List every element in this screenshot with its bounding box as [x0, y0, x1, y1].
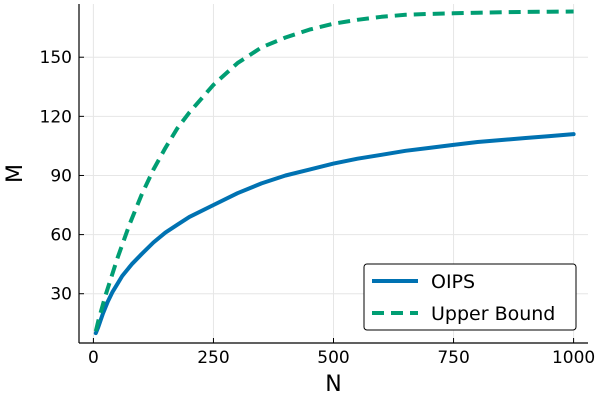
legend: OIPS Upper Bound: [363, 263, 577, 331]
x-tick-label: 1000: [552, 348, 595, 368]
x-tick-label: 750: [437, 348, 469, 368]
ticks: 0 250 500 750 1000 30 60 90 120 150: [40, 48, 596, 368]
series-oips-line: [93, 132, 576, 336]
x-tick-label: 0: [88, 348, 99, 368]
legend-label-upper-bound: Upper Bound: [431, 303, 555, 325]
y-tick-label: 120: [40, 107, 72, 127]
y-axis-title: M: [3, 164, 28, 183]
y-tick-label: 30: [50, 285, 72, 305]
x-tick-label: 250: [197, 348, 229, 368]
y-tick-label: 150: [40, 48, 72, 68]
x-tick-label: 500: [317, 348, 349, 368]
y-tick-label: 90: [50, 166, 72, 186]
series-layer: [93, 9, 576, 336]
series-upper-bound-line: [93, 9, 574, 332]
y-tick-label: 60: [50, 226, 72, 246]
x-axis-title: N: [325, 372, 341, 397]
legend-label-oips: OIPS: [431, 271, 475, 293]
